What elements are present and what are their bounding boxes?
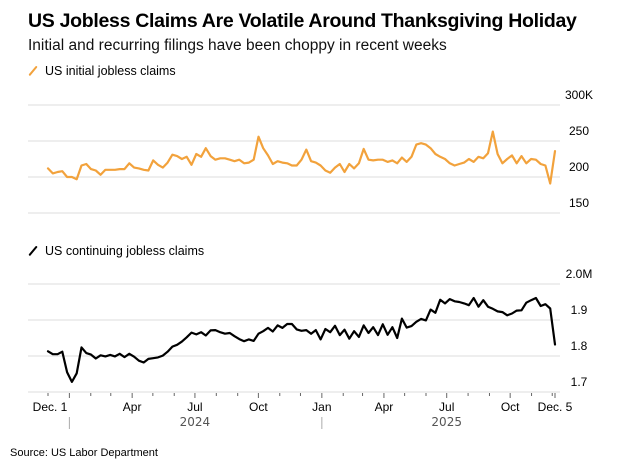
legend-label-initial: US initial jobless claims (45, 64, 176, 78)
x-tick-label: Apr (123, 400, 142, 414)
x-tick-label: Jan (312, 400, 331, 414)
x-tick-label: Jul (187, 400, 202, 414)
x-tick-label: Jul (439, 400, 454, 414)
continuing-ytick-label: 2.0M (566, 267, 593, 281)
legend-label-continuing: US continuing jobless claims (45, 244, 205, 258)
initial-ytick-label: 250 (569, 124, 589, 138)
chart-title: US Jobless Claims Are Volatile Around Th… (28, 10, 577, 32)
x-tick-label: Oct (249, 400, 268, 414)
initial-ytick-label: 150 (569, 196, 589, 210)
initial-ytick-label: 300K (565, 88, 593, 102)
x-tick-label: Dec. 1 (33, 400, 68, 414)
initial-series-line (46, 130, 557, 185)
continuing-series-line (46, 296, 557, 383)
x-tick-label: Apr (375, 400, 394, 414)
continuing-ytick-label: 1.8 (571, 339, 588, 353)
source-note: Source: US Labor Department (10, 447, 158, 459)
legend-initial-claims: US initial jobless claims (28, 64, 176, 78)
chart-subtitle: Initial and recurring filings have been … (28, 37, 447, 54)
year-label: 2025 (431, 415, 462, 429)
continuing-ytick-label: 1.7 (571, 375, 588, 389)
continuing-ytick-label: 1.9 (571, 303, 588, 317)
x-tick-label: Oct (501, 400, 520, 414)
legend-continuing-claims: US continuing jobless claims (28, 244, 204, 258)
initial-ytick-label: 200 (569, 160, 589, 174)
year-label: 2024 (180, 415, 211, 429)
x-tick-label: Dec. 5 (538, 400, 573, 414)
